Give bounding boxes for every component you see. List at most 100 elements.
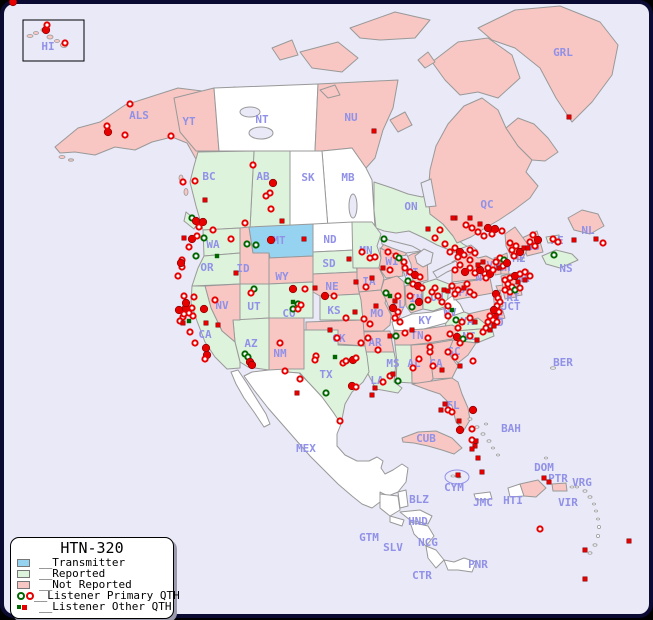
listener-primary-marker xyxy=(366,320,374,328)
region-victoria-island xyxy=(299,41,359,73)
lake xyxy=(414,248,434,268)
listener-other-marker xyxy=(487,327,493,333)
listener-primary-marker xyxy=(441,240,449,248)
listener-other-marker xyxy=(181,235,187,241)
listener-other-marker xyxy=(387,333,393,339)
region-label-ns: NS xyxy=(559,262,572,275)
region-label-nv: NV xyxy=(215,299,229,312)
island xyxy=(550,366,556,370)
island xyxy=(474,425,480,429)
region-label-bah: BAH xyxy=(501,422,521,435)
listener-other-marker xyxy=(480,259,486,265)
map-content: HIALSYTNTNUGRLBCABSKMBONQCNLNBPEMENSWAOR… xyxy=(8,0,632,582)
legend-item-other_qth: __Listener Other QTH xyxy=(17,601,173,612)
listener-other-marker xyxy=(438,407,444,413)
listener-primary-marker xyxy=(512,242,520,250)
listener-other-marker xyxy=(369,392,375,398)
listener-primary-marker xyxy=(431,284,439,292)
listener-primary-marker xyxy=(227,235,235,243)
region-label-nl: NL xyxy=(581,224,595,237)
island xyxy=(596,534,600,539)
listener-primary-marker xyxy=(456,339,464,347)
hawaii-inset-box xyxy=(22,19,85,62)
region-ellesmere xyxy=(349,11,431,41)
island xyxy=(54,39,60,43)
listener-other-marker xyxy=(369,275,375,281)
listener-other-marker xyxy=(373,303,379,309)
island xyxy=(450,474,456,478)
listener-primary-marker xyxy=(379,378,387,386)
legend-label-transmitter: __Transmitter xyxy=(39,556,126,569)
listener-other-marker xyxy=(180,320,186,326)
listener-other-marker xyxy=(457,363,463,369)
listener-primary-marker-green xyxy=(322,389,330,397)
legend-label-reported: __Reported xyxy=(39,567,106,580)
listener-other-marker xyxy=(450,215,456,221)
region-label-qc: QC xyxy=(480,198,493,211)
listener-primary-marker xyxy=(469,357,477,365)
listener-primary-marker xyxy=(186,328,194,336)
region-mex xyxy=(243,368,409,509)
region-grl xyxy=(477,5,619,123)
cayman-oval xyxy=(444,469,470,485)
listener-primary-marker xyxy=(529,231,537,239)
listener-primary-marker xyxy=(426,343,434,351)
listener-primary-marker xyxy=(358,248,366,256)
island xyxy=(594,509,598,513)
listener-primary-marker xyxy=(506,239,514,247)
listener-other-marker xyxy=(332,354,338,360)
listener-other-marker xyxy=(474,337,480,343)
region-label-mex: MEX xyxy=(296,442,316,455)
listener-primary-marker xyxy=(396,318,404,326)
listener-primary-marker xyxy=(451,266,459,274)
listener-other-marker xyxy=(392,298,398,304)
listener-primary-marker xyxy=(179,178,187,186)
island xyxy=(33,31,39,35)
listener-other-marker xyxy=(425,226,431,232)
listener-other-marker xyxy=(455,472,461,478)
listener-other-marker xyxy=(202,197,208,203)
legend-label-not_reported: __Not Reported xyxy=(39,578,132,591)
region-label-ks: KS xyxy=(327,304,340,317)
island xyxy=(544,456,548,460)
region-sk xyxy=(289,150,329,229)
listener-primary-marker xyxy=(510,252,518,260)
region-label-vrg: VRG xyxy=(572,476,592,489)
legend-label-primary_qth: __Listener Primary QTH xyxy=(34,589,180,602)
listener-primary-marker xyxy=(451,290,459,298)
island xyxy=(68,158,74,162)
listener-primary-marker xyxy=(185,243,193,251)
region-yt xyxy=(173,87,220,152)
listener-primary-marker xyxy=(482,274,490,282)
region-arctic-isle-a xyxy=(417,51,436,69)
region-label-on: ON xyxy=(404,200,417,213)
island xyxy=(183,188,189,196)
lake xyxy=(380,237,423,254)
region-label-nd: ND xyxy=(323,233,337,246)
listener-cluster-marker xyxy=(268,178,278,188)
region-label-hti: HTI xyxy=(503,494,523,507)
listener-other-marker xyxy=(353,279,359,285)
listener-other-marker xyxy=(439,367,445,373)
listener-primary-marker xyxy=(454,324,462,332)
listener-other-marker xyxy=(582,547,588,553)
island xyxy=(569,485,575,489)
listener-primary-marker xyxy=(456,261,464,269)
listener-primary-marker xyxy=(466,314,474,322)
listener-other-marker xyxy=(390,371,396,377)
region-label-az: AZ xyxy=(244,337,258,350)
island xyxy=(582,489,588,493)
listener-other-marker xyxy=(479,469,485,475)
island xyxy=(587,495,593,499)
region-dom xyxy=(519,479,547,498)
listener-primary-marker xyxy=(61,39,69,47)
listener-primary-marker xyxy=(167,132,175,140)
listener-primary-marker xyxy=(431,234,439,242)
region-label-wa: WA xyxy=(206,238,220,251)
legend-item-reported: __Reported xyxy=(17,567,173,580)
listener-other-marker xyxy=(472,319,478,325)
listener-primary-marker xyxy=(43,21,51,29)
region-label-bc: BC xyxy=(202,170,215,183)
listener-primary-marker xyxy=(401,329,409,337)
listener-primary-marker xyxy=(463,280,471,288)
